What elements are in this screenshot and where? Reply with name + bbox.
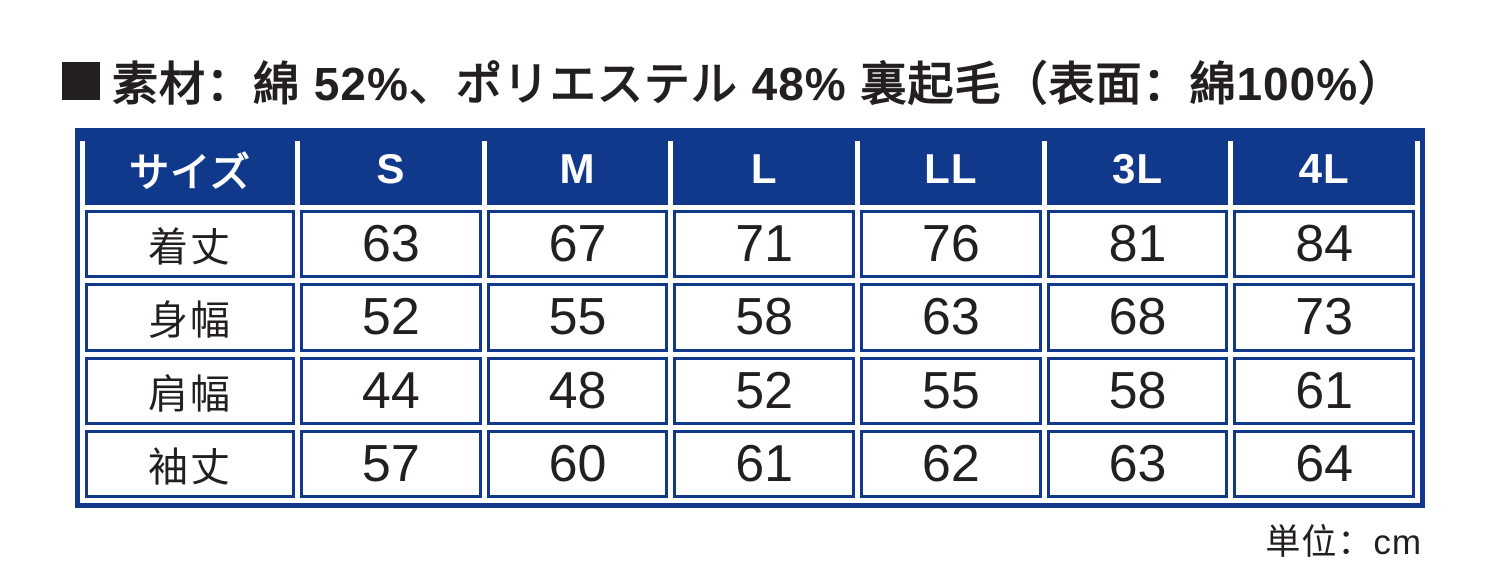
size-column-header-l: L	[673, 133, 855, 205]
measurement-value-cell: 57	[300, 429, 482, 498]
measurement-value-cell: 60	[486, 429, 669, 498]
measurement-value-cell: 44	[300, 356, 482, 425]
size-table: サイズ S M L LL 3L 4L 着丈 63 67 71 76 81 84 …	[75, 128, 1425, 508]
measurement-value-cell: 48	[486, 356, 669, 425]
measurement-value-cell: 61	[1233, 356, 1415, 425]
measurement-value-cell: 58	[673, 283, 855, 352]
measurement-value-cell: 61	[673, 429, 855, 498]
measurement-value-cell: 81	[1046, 210, 1229, 279]
measurement-value-cell: 68	[1046, 283, 1229, 352]
size-column-header-ll: LL	[860, 133, 1042, 205]
measurement-value-cell: 62	[860, 429, 1042, 498]
material-heading: 素材：綿 52%、ポリエステル 48% 裏起毛（表面：綿100%）	[62, 48, 1405, 114]
material-text: 素材：綿 52%、ポリエステル 48% 裏起毛（表面：綿100%）	[112, 58, 1406, 110]
measurement-value-cell: 63	[300, 210, 482, 279]
measurement-row-label: 肩幅	[85, 356, 295, 425]
measurement-row-label: 身幅	[85, 283, 295, 352]
black-square-icon	[62, 62, 100, 100]
measurement-value-cell: 58	[1046, 356, 1229, 425]
measurement-value-cell: 55	[860, 356, 1042, 425]
size-column-header-s: S	[300, 133, 482, 205]
measurement-value-cell: 63	[1046, 429, 1229, 498]
size-column-header-m: M	[486, 133, 669, 205]
measurement-row-label: 着丈	[85, 210, 295, 279]
measurement-value-cell: 52	[300, 283, 482, 352]
measurement-row-label: 袖丈	[85, 429, 295, 498]
table-header-row: サイズ S M L LL 3L 4L	[80, 133, 1420, 205]
size-header-corner: サイズ	[85, 133, 295, 205]
measurement-value-cell: 71	[673, 210, 855, 279]
size-column-header-3l: 3L	[1046, 133, 1229, 205]
size-column-header-4l: 4L	[1233, 133, 1415, 205]
measurement-value-cell: 67	[486, 210, 669, 279]
measurement-value-cell: 64	[1233, 429, 1415, 498]
measurement-value-cell: 52	[673, 356, 855, 425]
table-body: 着丈 63 67 71 76 81 84 身幅 52 55 58 63 68 7…	[80, 205, 1420, 503]
measurement-value-cell: 73	[1233, 283, 1415, 352]
measurement-value-cell: 84	[1233, 210, 1415, 279]
measurement-value-cell: 76	[860, 210, 1042, 279]
measurement-value-cell: 63	[860, 283, 1042, 352]
unit-label: 単位：cm	[1265, 523, 1422, 562]
measurement-value-cell: 55	[486, 283, 669, 352]
